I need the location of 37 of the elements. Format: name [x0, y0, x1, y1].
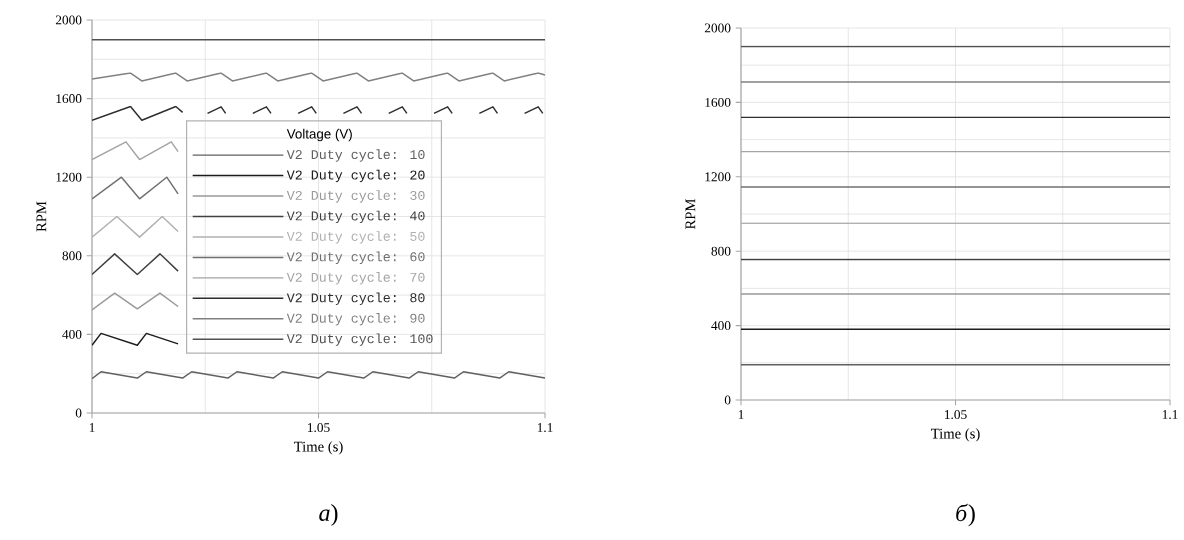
text: a) [319, 504, 338, 526]
y-tick-label: 2000 [704, 23, 731, 33]
x-tick-label: 1.05 [945, 410, 967, 420]
legend-title: Voltage (V) [286, 128, 352, 142]
x-axis-title: Time (s) [930, 428, 980, 442]
x-tick-label: 1 [89, 423, 95, 432]
x-axis-title: Time (s) [293, 441, 343, 455]
y-tick-label: 400 [711, 321, 731, 331]
text: V2 Duty cycle: 10 [286, 149, 425, 162]
y-tick-label: 1600 [705, 97, 731, 107]
text: V2 Duty cycle: 100 [286, 333, 433, 346]
line-series [92, 72, 546, 82]
y-tick-label: 2000 [55, 15, 82, 25]
text: V2 Duty cycle: 60 [286, 251, 425, 265]
text: б) [956, 503, 975, 527]
text: V2 Duty cycle: 80 [286, 292, 425, 305]
y-tick-label: 0 [724, 395, 731, 405]
line-series [92, 292, 179, 311]
text: V2 Duty cycle: 90 [286, 312, 425, 326]
y-tick-label: 400 [62, 329, 82, 339]
text: V2 Duty cycle: 50 [286, 231, 425, 244]
text: V2 Duty cycle: 20 [286, 169, 425, 183]
y-axis-title: RPM [36, 201, 47, 232]
y-tick-label: 1200 [705, 172, 731, 182]
x-tick-label: 1.05 [308, 423, 330, 433]
y-tick-label: 800 [711, 246, 731, 256]
x-tick-label: 1 [738, 410, 744, 419]
text: V2 Duty cycle: 30 [286, 190, 425, 203]
y-axis-title: RPM [685, 198, 696, 230]
x-tick-label: 1.1 [537, 423, 553, 433]
text: V2 Duty cycle: 40 [286, 210, 425, 224]
y-tick-label: 1200 [56, 172, 82, 182]
y-tick-label: 0 [75, 408, 82, 418]
y-tick-label: 1600 [56, 94, 82, 104]
text: V2 Duty cycle: 70 [286, 272, 425, 285]
x-tick-label: 1.1 [1162, 410, 1178, 420]
y-tick-label: 800 [62, 251, 82, 261]
